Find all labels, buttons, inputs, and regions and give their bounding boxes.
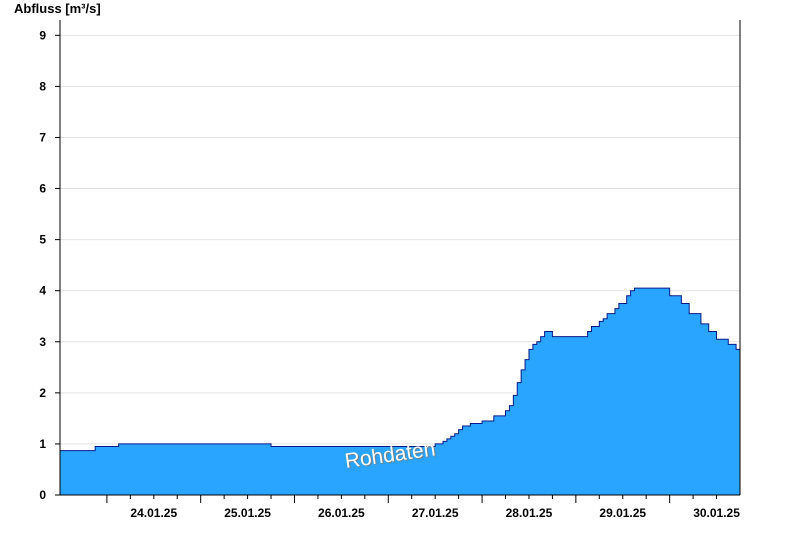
discharge-area — [60, 288, 740, 495]
y-tick-label: 4 — [39, 284, 46, 298]
x-tick-label: 25.01.25 — [224, 506, 271, 520]
y-tick-label: 6 — [39, 182, 46, 196]
x-tick-label: 27.01.25 — [412, 506, 459, 520]
y-ticks: 0 1 2 3 4 5 6 7 8 9 — [39, 28, 60, 502]
y-tick-label: 7 — [39, 130, 46, 144]
y-tick-label: 3 — [39, 335, 46, 349]
y-tick-label: 9 — [39, 28, 46, 42]
x-tick-label: 26.01.25 — [318, 506, 365, 520]
y-tick-label: 8 — [39, 79, 46, 93]
y-tick-label: 2 — [39, 386, 46, 400]
y-tick-label: 5 — [39, 233, 46, 247]
grid-lines — [60, 34, 740, 445]
y-axis-title: Abfluss [m³/s] — [14, 1, 101, 16]
y-tick-label: 0 — [39, 488, 46, 502]
x-tick-label: 24.01.25 — [130, 506, 177, 520]
x-ticks: 24.01.25 25.01.25 26.01.25 27.01.25 28.01.25… — [106, 495, 740, 520]
area-layer — [60, 287, 741, 495]
x-tick-label: 29.01.25 — [599, 506, 646, 520]
axes — [59, 20, 741, 496]
x-tick-label: 30.01.25 — [693, 506, 740, 520]
x-tick-label: 28.01.25 — [506, 506, 553, 520]
y-tick-label: 1 — [39, 437, 46, 451]
discharge-line — [60, 287, 741, 452]
